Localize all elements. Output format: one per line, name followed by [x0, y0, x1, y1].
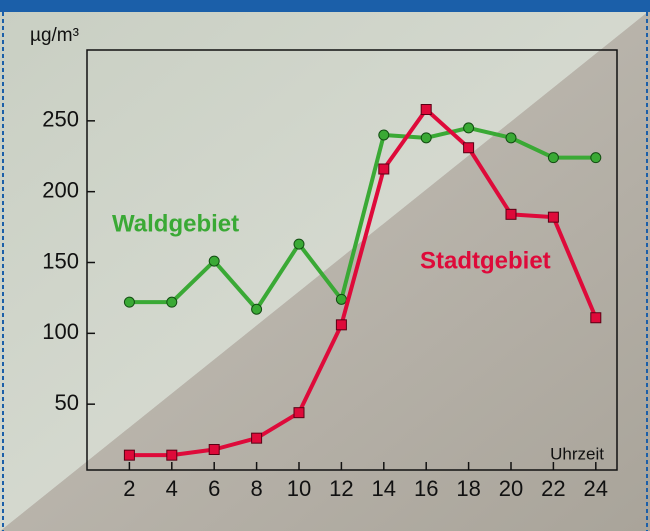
y-tick-label: 100: [42, 319, 79, 344]
series-label: Stadtgebiet: [420, 247, 551, 274]
x-tick-label: 2: [123, 476, 135, 501]
point: [124, 297, 134, 307]
point: [252, 304, 262, 314]
y-axis-label: µg/m³: [30, 25, 79, 46]
x-tick-label: 6: [208, 476, 220, 501]
x-axis-label: Uhrzeit: [550, 444, 604, 463]
x-tick-label: 14: [372, 476, 396, 501]
point: [506, 209, 516, 219]
point: [464, 143, 474, 153]
x-tick-label: 20: [499, 476, 523, 501]
y-tick-label: 50: [55, 390, 79, 415]
x-tick-label: 16: [414, 476, 438, 501]
x-tick-label: 12: [329, 476, 353, 501]
point: [548, 153, 558, 163]
x-tick-label: 24: [584, 476, 608, 501]
x-tick-label: 4: [166, 476, 178, 501]
point: [336, 320, 346, 330]
top-bar: [0, 0, 650, 12]
point: [124, 450, 134, 460]
chart: µg/m³ Uhrzeit 50100150200250246810121416…: [0, 0, 650, 531]
point: [379, 130, 389, 140]
y-tick-label: 250: [42, 107, 79, 132]
x-tick-label: 18: [456, 476, 480, 501]
point: [591, 313, 601, 323]
x-tick-label: 10: [287, 476, 311, 501]
point: [379, 164, 389, 174]
y-tick-label: 200: [42, 177, 79, 202]
point: [294, 408, 304, 418]
point: [336, 294, 346, 304]
point: [591, 153, 601, 163]
point: [548, 212, 558, 222]
point: [167, 450, 177, 460]
point: [209, 445, 219, 455]
x-tick-label: 8: [250, 476, 262, 501]
y-tick-label: 150: [42, 248, 79, 273]
point: [209, 256, 219, 266]
point: [294, 239, 304, 249]
point: [464, 123, 474, 133]
point: [167, 297, 177, 307]
x-tick-label: 22: [541, 476, 565, 501]
series-label: Waldgebiet: [112, 210, 239, 237]
point: [421, 105, 431, 115]
point: [252, 433, 262, 443]
point: [506, 133, 516, 143]
point: [421, 133, 431, 143]
